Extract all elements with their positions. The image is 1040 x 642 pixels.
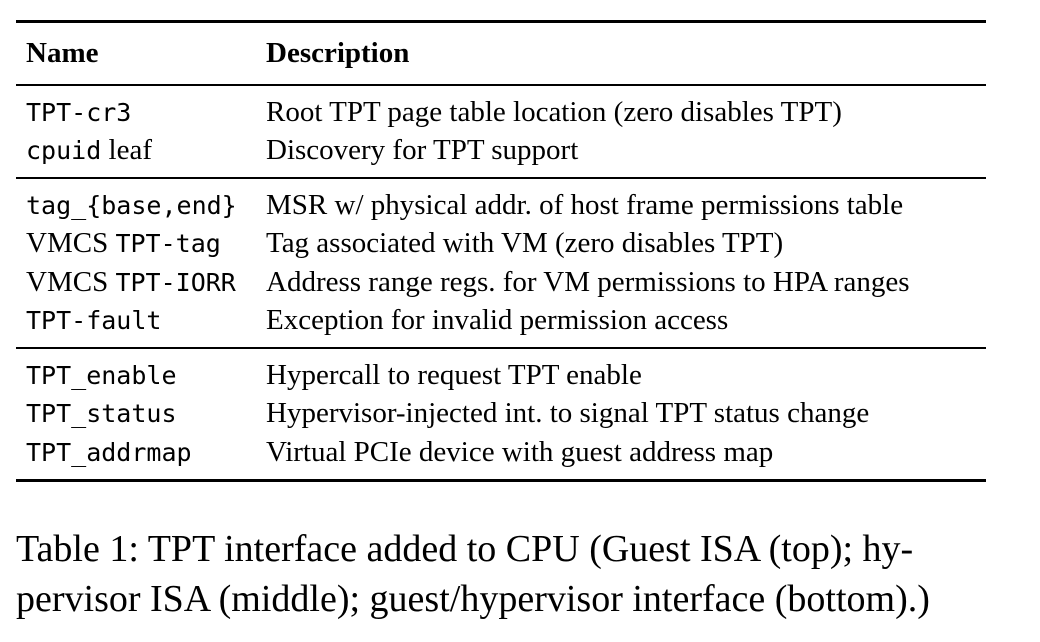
caption-line-1: Table 1: TPT interface added to CPU (Gue… xyxy=(16,528,914,570)
table-row: TPT_status Hypervisor-injected int. to si… xyxy=(16,395,986,434)
table-row: VMCS TPT-IORR Address range regs. for VM … xyxy=(16,263,986,302)
table-row: TPT-fault Exception for invalid permissio… xyxy=(16,302,986,341)
table-row: TPT_enable Hypercall to request TPT enabl… xyxy=(16,356,986,395)
table-group-3: TPT_enable Hypercall to request TPT enabl… xyxy=(16,349,986,479)
header-rule xyxy=(16,84,986,86)
name-cell: VMCS TPT-IORR xyxy=(16,266,266,299)
name-code: TPT-fault xyxy=(26,306,162,336)
table-row: TPT-cr3 Root TPT page table location (zer… xyxy=(16,93,986,132)
header-name: Name xyxy=(26,37,99,69)
description-cell: Hypervisor-injected int. to signal TPT s… xyxy=(266,397,870,430)
description-cell: Root TPT page table location (zero disab… xyxy=(266,95,842,128)
name-cell: TPT-cr3 xyxy=(16,96,266,129)
description-cell: MSR w/ physical addr. of host frame perm… xyxy=(266,188,904,221)
description-cell: Hypercall to request TPT enable xyxy=(266,358,642,391)
name-cell: VMCS TPT-tag xyxy=(16,227,266,260)
top-rule xyxy=(16,20,986,23)
table-caption: Table 1: TPT interface added to CPU (Gue… xyxy=(16,524,1026,624)
name-code: TPT_status xyxy=(26,399,177,429)
name-cell: TPT_status xyxy=(16,397,266,430)
name-code: tag_{base,end} xyxy=(26,190,237,220)
description-cell: Tag associated with VM (zero disables TP… xyxy=(266,227,784,260)
name-code: TPT-cr3 xyxy=(26,97,132,127)
caption-line-2: pervisor ISA (middle); guest/hypervisor … xyxy=(16,578,930,620)
table-group-2: tag_{base,end} MSR w/ physical addr. of h… xyxy=(16,179,986,347)
name-code: TPT_enable xyxy=(26,360,177,390)
bottom-rule xyxy=(16,478,986,482)
name-cell: TPT_enable xyxy=(16,359,266,392)
name-code: TPT-tag xyxy=(115,229,221,259)
name-code: TPT_addrmap xyxy=(26,437,192,467)
description-cell: Discovery for TPT support xyxy=(266,134,579,167)
header-description: Description xyxy=(266,37,410,69)
name-cell: cpuid leaf xyxy=(16,134,266,167)
name-text: VMCS xyxy=(26,265,116,298)
name-text: leaf xyxy=(101,134,152,167)
table-row: tag_{base,end} MSR w/ physical addr. of h… xyxy=(16,186,986,225)
table-group-1: TPT-cr3 Root TPT page table location (zer… xyxy=(16,86,986,177)
table-row: TPT_addrmap Virtual PCIe device with gues… xyxy=(16,433,986,472)
name-cell: tag_{base,end} xyxy=(16,189,266,222)
name-cell: TPT_addrmap xyxy=(16,436,266,469)
description-cell: Virtual PCIe device with guest address m… xyxy=(266,435,774,468)
table-body: TPT-cr3 Root TPT page table location (zer… xyxy=(16,86,986,479)
name-cell: TPT-fault xyxy=(16,304,266,337)
group-separator-rule xyxy=(16,177,986,179)
group-separator-rule xyxy=(16,347,986,349)
name-code: TPT-IORR xyxy=(115,267,236,297)
table-row: VMCS TPT-tag Tag associated with VM (zero… xyxy=(16,225,986,264)
table-row: cpuid leaf Discovery for TPT support xyxy=(16,132,986,171)
name-code: cpuid xyxy=(26,136,102,166)
table-header-row: Name Description xyxy=(16,23,986,84)
description-cell: Address range regs. for VM permissions t… xyxy=(266,265,910,298)
interface-table: Name Description TPT-cr3 Root TPT page ta… xyxy=(16,20,986,482)
name-text: VMCS xyxy=(26,227,116,260)
description-cell: Exception for invalid permission access xyxy=(266,304,729,337)
